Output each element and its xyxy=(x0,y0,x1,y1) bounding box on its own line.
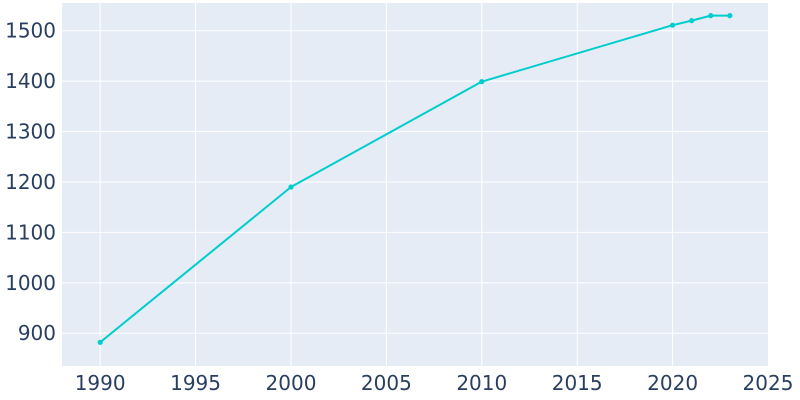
y-axis-tick-labels: 900 1000 1100 1200 1300 1400 1500 xyxy=(5,19,56,345)
data-point xyxy=(288,184,294,190)
data-point xyxy=(708,13,714,19)
x-tick-label: 2010 xyxy=(456,371,507,395)
y-tick-label: 1100 xyxy=(5,220,56,244)
x-tick-label: 2000 xyxy=(266,371,317,395)
x-tick-label: 2020 xyxy=(647,371,698,395)
x-tick-label: 1995 xyxy=(170,371,221,395)
data-point xyxy=(479,79,485,85)
x-tick-label: 2005 xyxy=(361,371,412,395)
y-tick-label: 900 xyxy=(18,321,56,345)
y-tick-label: 1200 xyxy=(5,170,56,194)
y-tick-label: 1500 xyxy=(5,19,56,43)
series-layer xyxy=(97,13,733,345)
data-point xyxy=(689,18,695,24)
data-point xyxy=(97,339,103,345)
x-tick-label: 2025 xyxy=(743,371,794,395)
y-tick-label: 1300 xyxy=(5,120,56,144)
x-tick-label: 1990 xyxy=(75,371,126,395)
data-point xyxy=(727,13,733,19)
plot-background xyxy=(62,3,768,366)
y-tick-label: 1000 xyxy=(5,271,56,295)
y-tick-label: 1400 xyxy=(5,69,56,93)
x-axis-tick-labels: 1990 1995 2000 2005 2010 2015 2020 2025 xyxy=(75,371,794,395)
data-point xyxy=(669,22,676,28)
x-tick-label: 2015 xyxy=(552,371,603,395)
